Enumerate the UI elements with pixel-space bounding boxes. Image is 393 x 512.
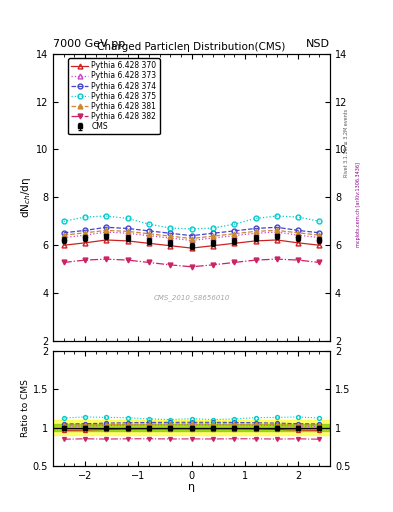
Pythia 6.428 374 xyxy=(83,227,87,233)
Pythia 6.428 370 xyxy=(147,240,151,246)
Text: 7000 GeV pp: 7000 GeV pp xyxy=(53,38,125,49)
Pythia 6.428 374 xyxy=(296,227,301,233)
Pythia 6.428 381 xyxy=(232,231,237,237)
Pythia 6.428 373 xyxy=(61,234,66,241)
Line: Pythia 6.428 370: Pythia 6.428 370 xyxy=(61,238,322,250)
Pythia 6.428 370 xyxy=(232,240,237,246)
Pythia 6.428 370 xyxy=(61,242,66,248)
Line: Pythia 6.428 373: Pythia 6.428 373 xyxy=(61,230,322,243)
Pythia 6.428 373 xyxy=(317,234,322,241)
Pythia 6.428 375 xyxy=(211,225,215,231)
Pythia 6.428 370 xyxy=(125,238,130,244)
Pythia 6.428 373 xyxy=(274,229,279,235)
Pythia 6.428 381 xyxy=(296,230,301,236)
Pythia 6.428 374 xyxy=(274,224,279,230)
Pythia 6.428 373 xyxy=(83,232,87,238)
Pythia 6.428 373 xyxy=(147,232,151,239)
Pythia 6.428 381 xyxy=(61,232,66,238)
Line: Pythia 6.428 374: Pythia 6.428 374 xyxy=(61,225,322,238)
Pythia 6.428 370 xyxy=(274,237,279,243)
Pythia 6.428 373 xyxy=(211,235,215,241)
Pythia 6.428 375 xyxy=(253,216,258,222)
Pythia 6.428 373 xyxy=(125,230,130,237)
Pythia 6.428 382 xyxy=(61,260,66,266)
Pythia 6.428 370 xyxy=(211,243,215,249)
Pythia 6.428 382 xyxy=(83,257,87,263)
Pythia 6.428 375 xyxy=(104,213,109,219)
Pythia 6.428 381 xyxy=(104,227,109,233)
Pythia 6.428 375 xyxy=(296,214,301,220)
Pythia 6.428 374 xyxy=(125,225,130,231)
Pythia 6.428 381 xyxy=(211,233,215,239)
Pythia 6.428 374 xyxy=(168,230,173,237)
Pythia 6.428 374 xyxy=(147,228,151,234)
Pythia 6.428 375 xyxy=(189,226,194,232)
Pythia 6.428 374 xyxy=(189,232,194,239)
Pythia 6.428 370 xyxy=(253,238,258,244)
Bar xyxy=(53,424,330,432)
Pythia 6.428 375 xyxy=(317,218,322,224)
Text: Rivet 3.1.10, ≥ 3.2M events: Rivet 3.1.10, ≥ 3.2M events xyxy=(344,109,349,178)
X-axis label: η: η xyxy=(188,482,195,492)
Text: CMS_2010_S8656010: CMS_2010_S8656010 xyxy=(153,294,230,301)
Pythia 6.428 375 xyxy=(83,214,87,220)
Legend: Pythia 6.428 370, Pythia 6.428 373, Pythia 6.428 374, Pythia 6.428 375, Pythia 6: Pythia 6.428 370, Pythia 6.428 373, Pyth… xyxy=(68,58,160,134)
Pythia 6.428 375 xyxy=(61,218,66,224)
Pythia 6.428 382 xyxy=(232,260,237,266)
Pythia 6.428 382 xyxy=(189,264,194,270)
Line: Pythia 6.428 381: Pythia 6.428 381 xyxy=(61,228,322,241)
Pythia 6.428 370 xyxy=(317,242,322,248)
Pythia 6.428 374 xyxy=(232,228,237,234)
Pythia 6.428 374 xyxy=(317,230,322,236)
Y-axis label: Ratio to CMS: Ratio to CMS xyxy=(21,379,30,437)
Pythia 6.428 373 xyxy=(296,232,301,238)
Pythia 6.428 370 xyxy=(104,237,109,243)
Pythia 6.428 382 xyxy=(296,257,301,263)
Pythia 6.428 382 xyxy=(253,257,258,263)
Pythia 6.428 373 xyxy=(189,238,194,244)
Pythia 6.428 370 xyxy=(168,243,173,249)
Pythia 6.428 374 xyxy=(61,230,66,236)
Pythia 6.428 375 xyxy=(147,221,151,227)
Pythia 6.428 382 xyxy=(104,256,109,262)
Pythia 6.428 382 xyxy=(211,262,215,268)
Pythia 6.428 382 xyxy=(168,262,173,268)
Pythia 6.428 375 xyxy=(168,225,173,231)
Text: mcplots.cern.ch [arXiv:1306.3436]: mcplots.cern.ch [arXiv:1306.3436] xyxy=(356,162,361,247)
Pythia 6.428 381 xyxy=(317,232,322,238)
Pythia 6.428 381 xyxy=(147,231,151,237)
Pythia 6.428 370 xyxy=(83,240,87,246)
Line: Pythia 6.428 375: Pythia 6.428 375 xyxy=(61,214,322,231)
Pythia 6.428 381 xyxy=(83,230,87,236)
Pythia 6.428 374 xyxy=(211,230,215,237)
Y-axis label: dN$_{ch}$/dη: dN$_{ch}$/dη xyxy=(19,177,33,218)
Pythia 6.428 375 xyxy=(232,221,237,227)
Pythia 6.428 381 xyxy=(125,228,130,234)
Pythia 6.428 381 xyxy=(274,227,279,233)
Pythia 6.428 382 xyxy=(317,260,322,266)
Pythia 6.428 370 xyxy=(189,245,194,251)
Text: NSD: NSD xyxy=(306,38,330,49)
Pythia 6.428 375 xyxy=(274,213,279,219)
Line: Pythia 6.428 382: Pythia 6.428 382 xyxy=(61,257,322,269)
Pythia 6.428 382 xyxy=(147,260,151,266)
Pythia 6.428 382 xyxy=(125,257,130,263)
Pythia 6.428 375 xyxy=(125,216,130,222)
Pythia 6.428 381 xyxy=(189,236,194,242)
Pythia 6.428 370 xyxy=(296,240,301,246)
Pythia 6.428 373 xyxy=(253,230,258,237)
Pythia 6.428 381 xyxy=(168,233,173,239)
Pythia 6.428 373 xyxy=(104,229,109,235)
Pythia 6.428 374 xyxy=(104,224,109,230)
Pythia 6.428 374 xyxy=(253,225,258,231)
Pythia 6.428 373 xyxy=(232,232,237,239)
Pythia 6.428 381 xyxy=(253,228,258,234)
Pythia 6.428 382 xyxy=(274,256,279,262)
Title: Charged Particleη Distribution(CMS): Charged Particleη Distribution(CMS) xyxy=(97,41,286,52)
Bar xyxy=(53,420,330,435)
Pythia 6.428 373 xyxy=(168,235,173,241)
